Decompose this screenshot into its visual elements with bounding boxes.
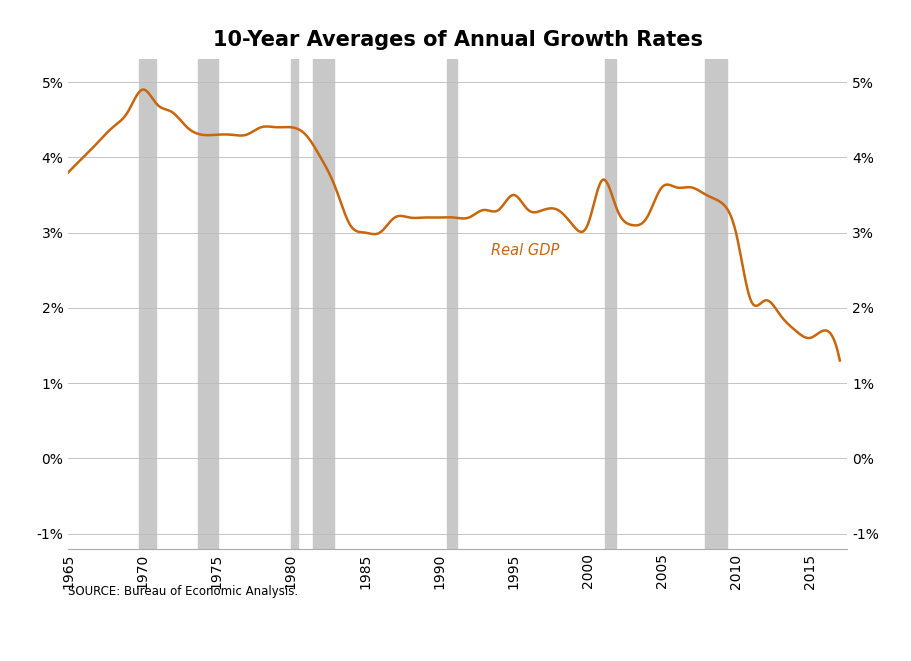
Text: F: F [14, 633, 25, 647]
Text: SOURCE: Bureau of Economic Analysis.: SOURCE: Bureau of Economic Analysis. [68, 585, 299, 598]
Bar [199, 59, 218, 549]
Text: B: B [150, 633, 161, 647]
Bar [313, 59, 334, 549]
Text: Real GDP: Real GDP [491, 243, 559, 258]
Title: 10-Year Averages of Annual Growth Rates: 10-Year Averages of Annual Growth Rates [213, 30, 702, 50]
Text: EDERAL: EDERAL [20, 634, 83, 647]
Text: ESERVE: ESERVE [83, 634, 144, 647]
Text: of: of [199, 633, 213, 647]
Bar [291, 59, 298, 549]
Bar [446, 59, 457, 549]
Text: R: R [76, 633, 87, 647]
Bar [138, 59, 156, 549]
Bar [705, 59, 727, 549]
Bar [606, 59, 616, 549]
Text: T. L: T. L [233, 634, 257, 647]
Text: ANK: ANK [159, 634, 194, 647]
Text: S: S [222, 633, 238, 647]
Text: OUIS: OUIS [260, 634, 296, 647]
